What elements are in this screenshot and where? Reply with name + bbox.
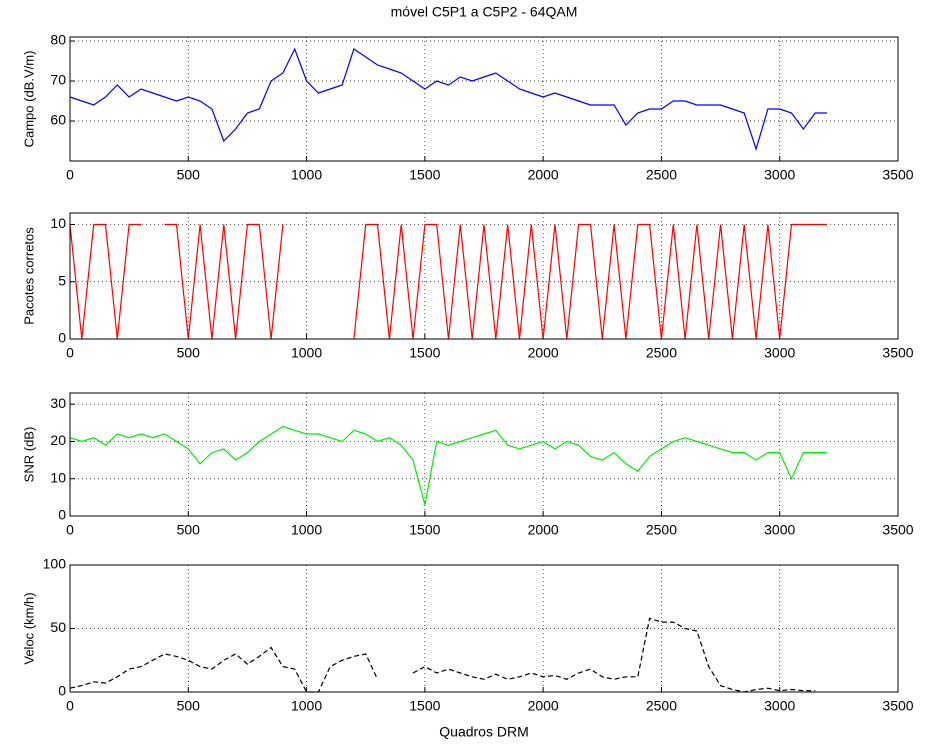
plot-area [70,393,898,516]
x-tick-label: 1500 [409,522,440,538]
y-tick-label: 70 [50,72,66,88]
data-line [69,425,827,505]
plot-area [70,37,898,161]
x-tick-label: 0 [66,522,74,538]
x-tick-label: 0 [66,167,74,183]
x-tick-label: 3500 [882,698,913,714]
y-tick-label: 0 [58,683,66,699]
x-tick-label: 0 [66,698,74,714]
plot-area [70,213,898,339]
y-axis-label: SNR (dB) [21,427,36,483]
y-tick-label: 80 [50,32,66,48]
y-tick-label: 100 [43,556,67,572]
x-tick-label: 0 [66,345,74,361]
x-tick-label: 2500 [646,522,677,538]
plot-area [70,565,898,692]
x-tick-label: 2000 [528,345,559,361]
x-tick-label: 3000 [764,698,795,714]
y-tick-label: 0 [58,330,66,346]
x-tick-label: 2500 [646,345,677,361]
x-tick-label: 3500 [882,167,913,183]
y-tick-label: 10 [50,215,66,231]
y-axis-label: Veloc (km/h) [21,592,36,664]
x-tick-label: 500 [177,522,201,538]
x-tick-label: 1500 [409,345,440,361]
x-tick-label: 500 [177,345,201,361]
x-tick-label: 3000 [764,522,795,538]
x-tick-label: 1500 [409,167,440,183]
y-tick-label: 10 [50,469,66,485]
data-line [69,617,816,693]
y-tick-label: 0 [58,507,66,523]
y-tick-label: 5 [58,272,66,288]
data-line [69,47,827,152]
y-tick-label: 50 [50,619,66,635]
y-tick-label: 60 [50,112,66,128]
x-tick-label: 2000 [528,167,559,183]
chart-title: móvel C5P1 a C5P2 - 64QAM [391,4,578,20]
plot-frame [69,36,899,162]
plot-frame [69,564,899,693]
x-tick-label: 3000 [764,167,795,183]
plot-frame [69,212,899,340]
x-tick-label: 2500 [646,167,677,183]
x-tick-label: 500 [177,698,201,714]
x-tick-label: 3500 [882,345,913,361]
x-tick-label: 2000 [528,522,559,538]
x-tick-label: 2500 [646,698,677,714]
x-tick-label: 2000 [528,698,559,714]
y-axis-label: Campo (dB.V/m) [21,51,36,148]
x-tick-label: 1000 [291,345,322,361]
x-tick-label: 1500 [409,698,440,714]
x-tick-label: 3500 [882,522,913,538]
y-tick-label: 30 [50,395,66,411]
x-tick-label: 1000 [291,167,322,183]
x-tick-label: 500 [177,167,201,183]
x-tick-label: 1000 [291,522,322,538]
x-tick-label: 3000 [764,345,795,361]
plot-frame [69,392,899,517]
y-tick-label: 20 [50,432,66,448]
y-axis-label: Pacotes corretos [21,227,36,325]
x-tick-label: 1000 [291,698,322,714]
x-axis-label: Quadros DRM [439,724,528,740]
